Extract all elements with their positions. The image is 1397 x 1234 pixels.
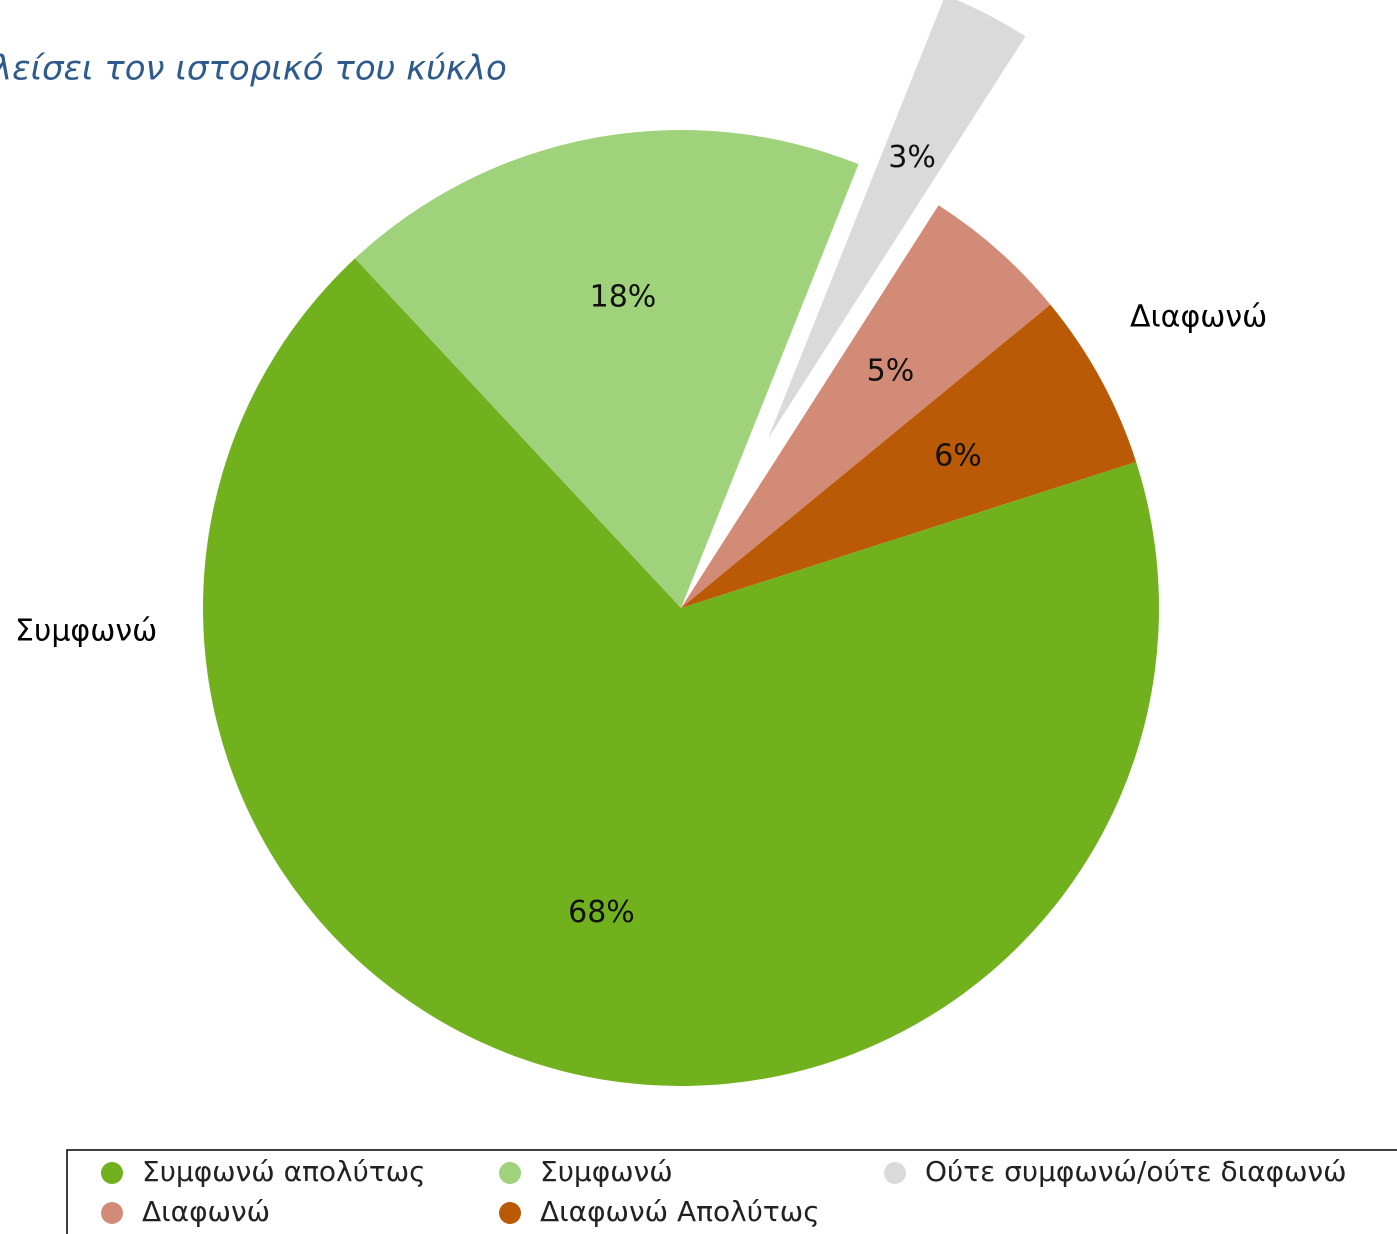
data-label: 68% xyxy=(568,895,635,930)
pie-slice xyxy=(355,129,859,608)
pie-slice xyxy=(681,304,1137,608)
annotation: Συμφωνώ xyxy=(15,614,157,649)
legend-label: Διαφωνώ xyxy=(142,1195,270,1228)
data-label: 6% xyxy=(934,438,982,473)
legend-label: Ούτε συμφωνώ/ούτε διαφωνώ xyxy=(925,1155,1347,1188)
legend-label: Διαφωνώ Απολύτως xyxy=(540,1195,820,1228)
annotation: Διαφωνώ xyxy=(1130,300,1267,335)
chart-title: λείσει τον ιστορικό του κύκλο xyxy=(0,49,507,89)
data-label: 5% xyxy=(867,354,915,389)
pie-slice xyxy=(202,258,1159,1087)
data-label: 3% xyxy=(888,140,936,175)
pie-slice xyxy=(767,0,1026,440)
legend-label: Συμφωνώ απολύτως xyxy=(142,1155,426,1188)
legend-swatch xyxy=(101,1202,123,1224)
legend-swatch xyxy=(499,1162,521,1184)
legend-swatch xyxy=(884,1162,906,1184)
legend-swatch xyxy=(101,1162,123,1184)
data-label: 18% xyxy=(590,279,657,314)
legend-box xyxy=(66,1149,1397,1234)
pie-slice xyxy=(681,205,1051,609)
legend-label: Συμφωνώ xyxy=(540,1155,673,1188)
legend-swatch xyxy=(499,1202,521,1224)
